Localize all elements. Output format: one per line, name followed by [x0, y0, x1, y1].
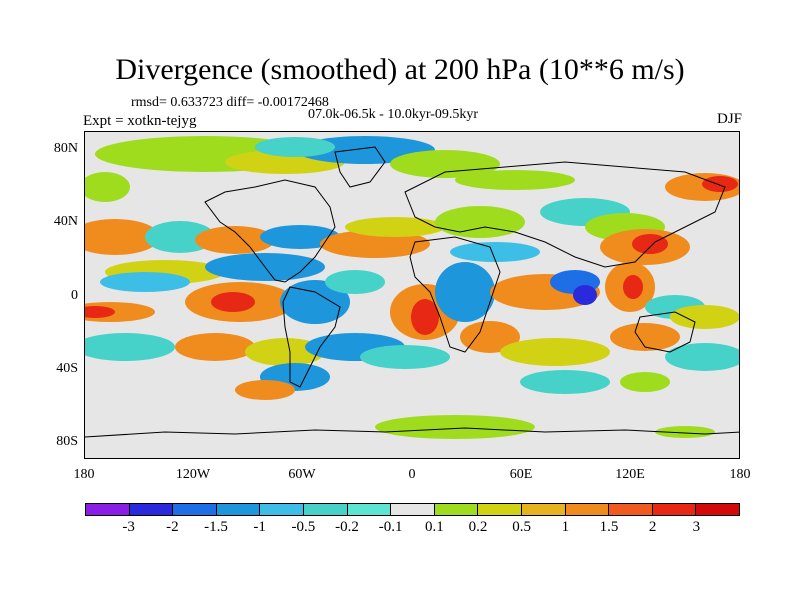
- lon-label-180e: 180: [729, 467, 751, 482]
- field-aus-cyan: [665, 343, 739, 371]
- colorbar-label: 1: [561, 519, 570, 535]
- coast-antarctica: [85, 427, 739, 438]
- field-satl-red: [411, 299, 439, 335]
- colorbar-box: [478, 504, 522, 515]
- colorbar-box: [216, 504, 261, 515]
- stats-text: rmsd= 0.633723 diff= -0.00172468: [131, 95, 329, 110]
- field-ne-asia-red: [702, 176, 738, 192]
- field-samer-blue: [280, 280, 350, 324]
- colorbar-box: [129, 504, 174, 515]
- field-wpac-red: [85, 306, 115, 318]
- field-sp-cyan: [85, 333, 175, 361]
- period-text: 07.0k-06.5k - 10.0kyr-09.5kyr: [308, 107, 479, 122]
- plot-title: Divergence (smoothed) at 200 hPa (10**6 …: [115, 53, 685, 86]
- colorbar-box: [260, 504, 304, 515]
- colorbar-box: [565, 504, 610, 515]
- field-africa-blue: [435, 262, 495, 322]
- field-atl-cyan: [325, 270, 385, 294]
- coast-north-america: [204, 179, 336, 283]
- lon-label-120w: 120W: [175, 467, 211, 482]
- colorbar-box: [303, 504, 348, 515]
- colorbar-label: 2: [648, 519, 657, 535]
- field-sio-yellow: [500, 338, 610, 366]
- field-siberia-green: [455, 170, 575, 190]
- colorbar-label: -0.1: [378, 519, 403, 535]
- coast-eurasia: [404, 161, 726, 268]
- coastlines: [85, 146, 739, 438]
- colorbar-box: [434, 504, 479, 515]
- field-satl-cyan: [360, 345, 450, 369]
- lon-label-0: 0: [408, 467, 416, 482]
- colorbar-label: 3: [692, 519, 701, 535]
- field-antarctic-green2: [655, 426, 715, 438]
- field-greenland-green: [390, 150, 500, 178]
- field-spac-yellow: [670, 305, 739, 329]
- field-sp-orange: [175, 333, 255, 361]
- colorbar-label: 1.5: [599, 519, 619, 535]
- experiment-label: Expt = xotkn-tejyg: [83, 113, 197, 129]
- divergence-field: [85, 136, 739, 439]
- colorbar-box: [173, 504, 217, 515]
- field-trop-cyan: [100, 272, 190, 292]
- lon-label-60e: 60E: [509, 467, 533, 482]
- field-so-cyan: [520, 370, 610, 394]
- lat-label-80s: 80S: [56, 434, 78, 449]
- field-pacific-orange: [85, 219, 160, 255]
- lon-label-180w: 180: [73, 467, 95, 482]
- field-sa-yellow: [245, 338, 325, 366]
- field-natl-orange: [320, 230, 430, 258]
- lat-label-40s: 40S: [56, 361, 78, 376]
- lat-label-80n: 80N: [53, 141, 78, 156]
- colorbar-label: 0.5: [512, 519, 532, 535]
- colorbar-box: [86, 504, 130, 515]
- colorbar-box: [347, 504, 392, 515]
- field-antarctic-green: [375, 415, 535, 439]
- field-so-orange: [235, 380, 295, 400]
- colorbar-box: [391, 504, 435, 515]
- field-west-green: [85, 172, 130, 202]
- coast-greenland: [334, 146, 386, 188]
- field-africa-green: [435, 206, 525, 238]
- lon-label-120e: 120E: [615, 467, 645, 482]
- field-china-red: [632, 234, 668, 254]
- colorbar-label: -1: [253, 519, 266, 535]
- divergence-map: [85, 132, 739, 458]
- lon-label-60w: 60W: [288, 467, 316, 482]
- colorbar-label: -3: [122, 519, 135, 535]
- field-natl-yellow: [345, 217, 445, 237]
- colorbar-box: [521, 504, 566, 515]
- season-label: DJF: [716, 111, 742, 127]
- field-aus-orange: [610, 323, 680, 351]
- colorbar-label: -0.5: [291, 519, 316, 535]
- colorbar-label: 0.2: [468, 519, 488, 535]
- colorbar-label: -0.2: [335, 519, 359, 535]
- field-npac-cyan: [145, 221, 215, 253]
- colorbar-label: -1.5: [204, 519, 228, 535]
- field-na-blue: [260, 225, 340, 249]
- field-so-green: [620, 372, 670, 392]
- colorbar: [85, 503, 740, 516]
- field-npac-orange: [195, 226, 275, 254]
- lat-label-0: 0: [71, 288, 78, 303]
- field-arctic-cyan: [255, 137, 335, 157]
- coast-australia: [634, 311, 696, 353]
- colorbar-label: 0.1: [424, 519, 444, 535]
- colorbar-box: [652, 504, 697, 515]
- lat-label-40n: 40N: [53, 214, 78, 229]
- colorbar-label: -2: [166, 519, 179, 535]
- colorbar-box: [609, 504, 653, 515]
- coast-africa: [409, 236, 501, 353]
- field-safr-orange: [460, 321, 520, 353]
- colorbar-box: [696, 504, 739, 515]
- coast-south-america: [282, 286, 341, 388]
- field-maritime-red: [623, 275, 643, 299]
- field-epac-red: [211, 292, 255, 312]
- field-io-purple: [573, 285, 597, 305]
- field-med-blue: [450, 242, 540, 262]
- map-panel: [84, 131, 740, 459]
